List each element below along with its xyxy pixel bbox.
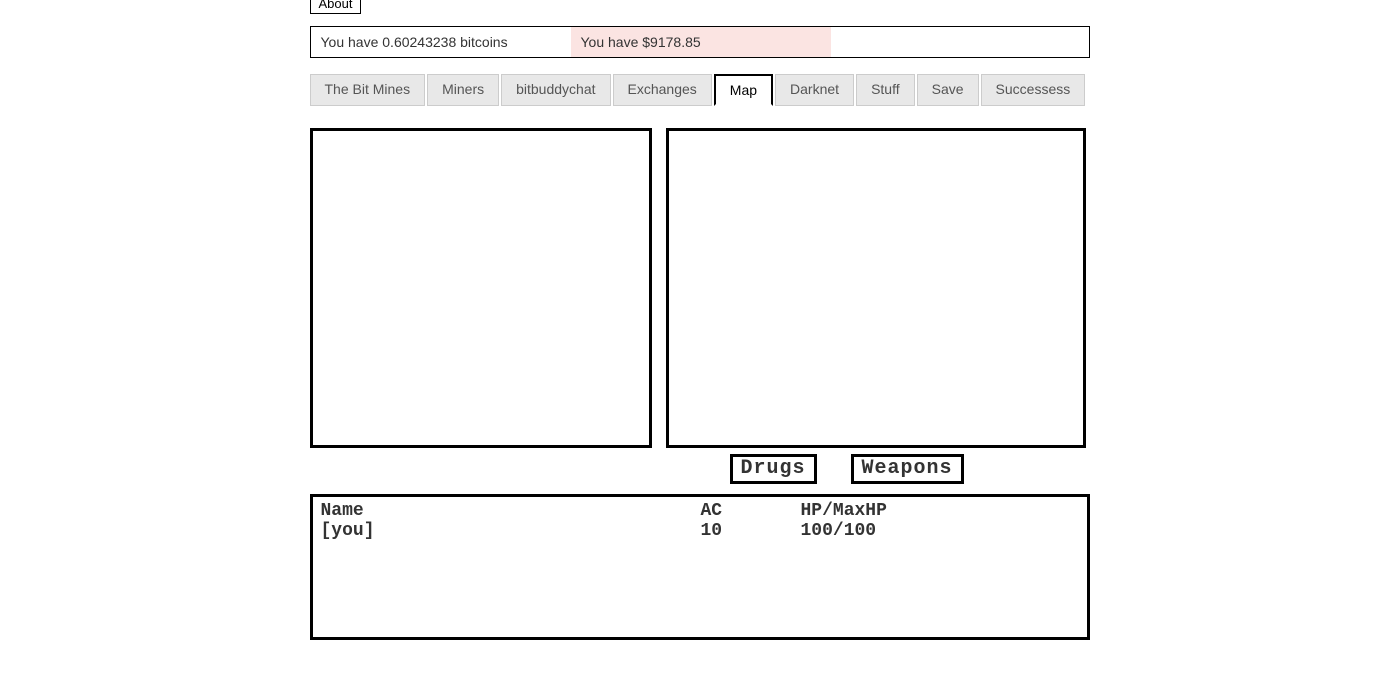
tab-stuff[interactable]: Stuff bbox=[856, 74, 915, 106]
tab-exchanges[interactable]: Exchanges bbox=[613, 74, 712, 106]
header-hp: HP/MaxHP bbox=[801, 501, 1079, 521]
tab-bar: The Bit MinesMinersbitbuddychatExchanges… bbox=[310, 74, 1090, 106]
action-buttons: Drugs Weapons bbox=[730, 454, 1090, 484]
tab-miners[interactable]: Miners bbox=[427, 74, 499, 106]
bitcoin-balance: You have 0.60243238 bitcoins bbox=[311, 27, 571, 57]
tab-bitbuddychat[interactable]: bitbuddychat bbox=[501, 74, 610, 106]
character-row: [you]10100/100 bbox=[321, 521, 1079, 541]
tab-darknet[interactable]: Darknet bbox=[775, 74, 854, 106]
character-panel: Name AC HP/MaxHP [you]10100/100 bbox=[310, 494, 1090, 640]
char-hp: 100/100 bbox=[801, 521, 1079, 541]
about-button[interactable]: About bbox=[310, 0, 362, 14]
char-ac: 10 bbox=[701, 521, 801, 541]
usd-balance: You have $9178.85 bbox=[571, 27, 831, 57]
tab-save[interactable]: Save bbox=[917, 74, 979, 106]
status-bar: You have 0.60243238 bitcoins You have $9… bbox=[310, 26, 1090, 58]
tab-map[interactable]: Map bbox=[714, 74, 773, 106]
map-panels bbox=[310, 128, 1090, 448]
header-name: Name bbox=[321, 501, 701, 521]
character-header-row: Name AC HP/MaxHP bbox=[321, 501, 1079, 521]
map-panel-right[interactable] bbox=[666, 128, 1086, 448]
drugs-button[interactable]: Drugs bbox=[730, 454, 817, 484]
weapons-button[interactable]: Weapons bbox=[851, 454, 964, 484]
tab-the-bit-mines[interactable]: The Bit Mines bbox=[310, 74, 426, 106]
status-spacer bbox=[831, 27, 1089, 57]
header-ac: AC bbox=[701, 501, 801, 521]
tab-successess[interactable]: Successess bbox=[981, 74, 1086, 106]
char-name: [you] bbox=[321, 521, 701, 541]
map-panel-left[interactable] bbox=[310, 128, 652, 448]
